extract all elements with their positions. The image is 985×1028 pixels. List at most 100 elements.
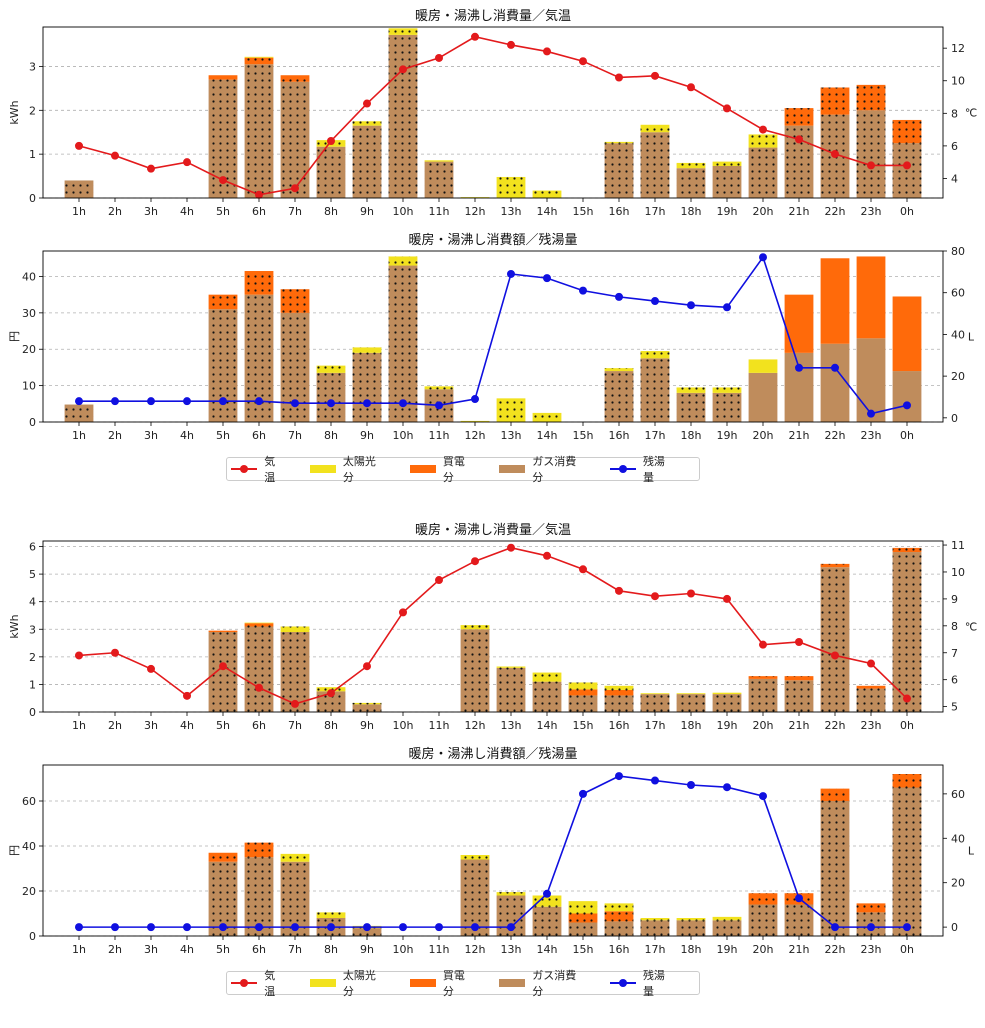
x-tick-label: 0h [900, 719, 914, 732]
series-point [435, 53, 443, 62]
bar-gas-hatch [640, 694, 670, 712]
series-point [759, 253, 767, 262]
x-tick-label: 1h [72, 943, 86, 956]
series-point [219, 397, 227, 406]
bar-gas-hatch [352, 928, 382, 936]
series-point [183, 158, 191, 167]
x-tick-label: 23h [861, 205, 882, 218]
bar-solar-hatch [676, 387, 706, 393]
x-tick-label: 15h [573, 429, 594, 442]
y2-tick-label: 6 [951, 140, 958, 153]
series-point [543, 889, 551, 898]
y-tick-label: 20 [22, 343, 36, 356]
bar-grid-hatch [856, 685, 886, 689]
x-tick-label: 19h [717, 205, 738, 218]
bar-solar-hatch [604, 903, 634, 912]
y2-tick-label: 8 [951, 107, 958, 120]
series-point [291, 399, 299, 408]
series-point [651, 297, 659, 306]
series-point [255, 683, 263, 692]
bar-gas-hatch [244, 64, 274, 199]
series-point [651, 776, 659, 785]
x-tick-label: 5h [216, 429, 230, 442]
series-point [795, 637, 803, 646]
legend-label-gas: ガス消費分 [532, 969, 577, 998]
x-tick-label: 19h [717, 719, 738, 732]
x-tick-label: 5h [216, 943, 230, 956]
y-tick-label: 40 [22, 270, 36, 283]
solar-bar-icon [309, 977, 336, 989]
y-axis-label: 円 [8, 845, 21, 856]
x-tick-label: 22h [825, 205, 846, 218]
bar-grid-hatch [244, 623, 274, 627]
bar-gas-hatch [820, 801, 850, 936]
legend-item-water: 残湯量 [609, 967, 675, 999]
legend-label-solar: 太陽光分 [342, 455, 376, 484]
series-point [759, 125, 767, 134]
bar-gas-hatch [352, 125, 382, 198]
series-point [795, 363, 803, 372]
x-tick-label: 17h [645, 943, 666, 956]
series-point [399, 65, 407, 74]
bar-gas-hatch [892, 787, 922, 936]
bar-grid-hatch [208, 630, 238, 633]
bar-solar-hatch [712, 387, 742, 393]
bar-solar-hatch [640, 351, 670, 359]
x-tick-label: 7h [288, 429, 302, 442]
x-tick-label: 6h [252, 429, 266, 442]
series-line [78, 35, 907, 196]
plot-frame [42, 250, 944, 423]
y2-tick-label: 20 [951, 370, 965, 383]
legend-item-gas: ガス消費分 [498, 453, 586, 485]
series-point [831, 150, 839, 159]
y-tick-label: 0 [29, 930, 36, 943]
bar-grid-hatch [820, 563, 850, 568]
bar-grid [784, 294, 814, 353]
chart-title: 暖房・湯沸し消費額／残湯量 [408, 746, 577, 762]
series-point [363, 923, 371, 932]
bar-solar-hatch [532, 412, 562, 422]
bar-gas [892, 371, 922, 422]
chart-title: 暖房・湯沸し消費額／残湯量 [408, 232, 577, 248]
bar-solar-hatch [640, 693, 670, 695]
bar-gas [784, 352, 814, 422]
series-point [687, 780, 695, 789]
x-tick-label: 16h [609, 719, 630, 732]
bar-gas-hatch [640, 358, 670, 422]
bar-gas-hatch [856, 688, 886, 712]
x-tick-label: 13h [501, 719, 522, 732]
bar-gas-hatch [604, 695, 634, 712]
bar-gas [820, 343, 850, 422]
solar-bar-icon [309, 463, 336, 475]
x-tick-label: 9h [360, 205, 374, 218]
x-tick-label: 12h [465, 429, 486, 442]
x-tick-label: 0h [900, 429, 914, 442]
bar-gas-hatch [748, 904, 778, 936]
bar-solar-hatch [496, 176, 526, 198]
bar-grid-hatch [280, 289, 310, 313]
y-tick-label: 1 [29, 148, 36, 161]
y2-tick-label: 8 [951, 620, 958, 633]
series-point [903, 161, 911, 170]
bar-gas-hatch [784, 680, 814, 712]
bar-grid [856, 256, 886, 339]
x-tick-label: 22h [825, 943, 846, 956]
series-point [867, 923, 875, 932]
bar-grid-hatch [244, 842, 274, 858]
series-point [399, 399, 407, 408]
bar-solar-hatch [604, 368, 634, 372]
bar-solar-hatch [568, 901, 598, 914]
x-tick-label: 4h [180, 943, 194, 956]
bar-gas-hatch [820, 567, 850, 712]
series-point [327, 399, 335, 408]
series-point [147, 397, 155, 406]
series-point [795, 894, 803, 903]
x-tick-label: 20h [753, 429, 774, 442]
bar-solar-hatch [676, 918, 706, 921]
bar-gas-hatch [892, 143, 922, 198]
x-tick-label: 9h [360, 429, 374, 442]
x-tick-label: 17h [645, 719, 666, 732]
legend-label-temp: 気温 [264, 455, 276, 484]
bar-grid-hatch [820, 87, 850, 115]
x-tick-label: 11h [429, 943, 450, 956]
